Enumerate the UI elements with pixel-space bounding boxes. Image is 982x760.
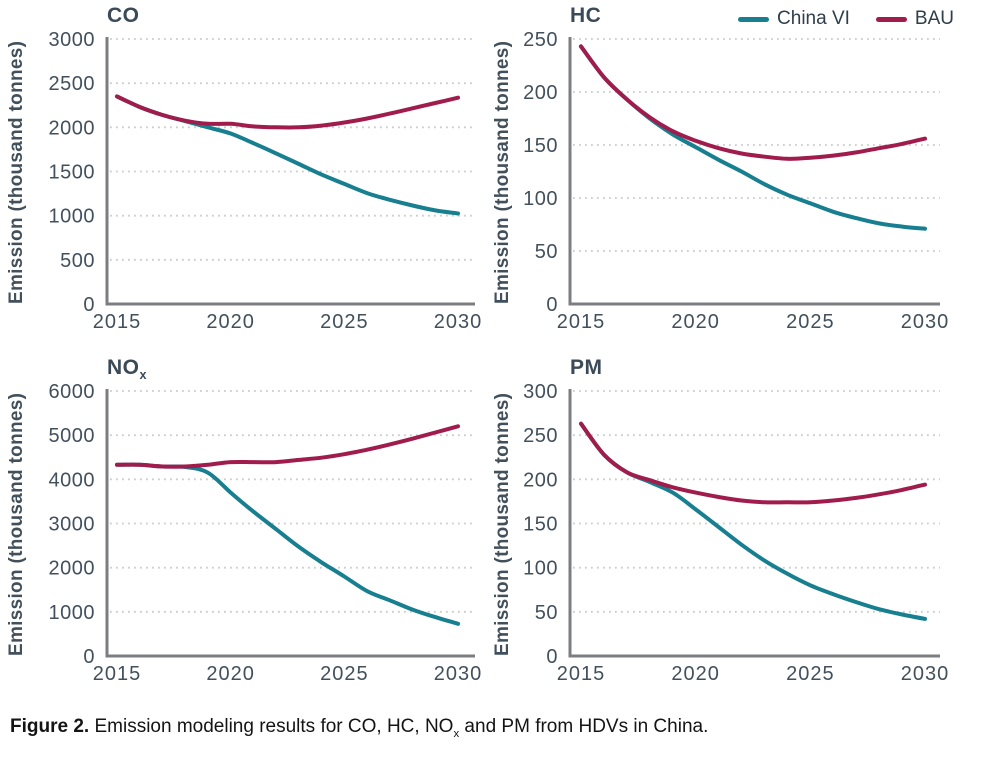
chart-legend: China VI BAU (738, 8, 954, 30)
y-tick-label: 0 (83, 646, 95, 668)
x-tick-label: 2020 (206, 663, 255, 685)
y-tick-label: 500 (60, 250, 95, 272)
series-line-china-vi (579, 44, 927, 231)
y-tick-label: 3000 (49, 29, 96, 51)
series-line-china-vi (115, 94, 460, 216)
y-tick-label: 5000 (49, 425, 96, 447)
chart-grid: Emission (thousand tonnes) CO 0 500 1000 15… (0, 0, 982, 704)
chart-title-nox: NOx (107, 356, 148, 383)
y-tick-label: 4000 (49, 469, 96, 491)
y-tick-label: 0 (83, 294, 95, 316)
chart-title-hc: HC (570, 4, 602, 27)
series-line-bau (115, 424, 460, 469)
y-tick-label: 150 (523, 514, 558, 536)
caption-text-end: and PM from HDVs in China. (459, 716, 709, 737)
y-axis-title: Emission (thousand tonnes) (492, 392, 513, 656)
caption-label: Figure 2. (10, 716, 90, 737)
y-tick-label: 0 (546, 646, 558, 668)
y-tick-label: 50 (535, 241, 558, 263)
y-axis-title: Emission (thousand tonnes) (6, 392, 27, 656)
chart-hc: Emission (thousand tonnes) HC 0 50 100 150 2… (491, 0, 982, 352)
plot-hc: 0 50 100 150 200 250 2015 2020 2025 2030 (523, 29, 950, 333)
series-line-bau (579, 44, 927, 161)
y-axis-title: Emission (thousand tonnes) (6, 40, 27, 304)
y-tick-label: 2500 (49, 73, 96, 95)
y-tick-label: 50 (535, 602, 558, 624)
legend-item: BAU (875, 8, 954, 30)
figure-caption: Figure 2. Emission modeling results for … (0, 704, 982, 740)
x-tick-label: 2030 (901, 663, 950, 685)
y-tick-label: 250 (523, 29, 558, 51)
chart-title-co: CO (107, 4, 140, 27)
x-tick-label: 2025 (320, 311, 369, 333)
chart-nox: Emission (thousand tonnes) NOx 0 1000 2000… (0, 352, 491, 704)
y-tick-label: 200 (523, 82, 558, 104)
series-line-bau (115, 94, 460, 130)
y-tick-label: 250 (523, 425, 558, 447)
y-tick-label: 300 (523, 381, 558, 403)
plot-pm: 0 50 100 150 200 250 300 2015 2020 2025 2030 (523, 381, 950, 685)
legend-item: China VI (738, 8, 850, 30)
y-tick-label: 100 (523, 188, 558, 210)
y-tick-label: 150 (523, 135, 558, 157)
series-line-bau (579, 421, 927, 505)
chart-title-pm: PM (570, 356, 603, 379)
y-tick-label: 1000 (49, 206, 96, 228)
x-tick-label: 2015 (93, 663, 142, 685)
x-tick-label: 2015 (557, 663, 606, 685)
x-tick-label: 2025 (786, 311, 835, 333)
x-tick-label: 2025 (320, 663, 369, 685)
chart-co: Emission (thousand tonnes) CO 0 500 1000 15… (0, 0, 491, 352)
legend-line-swatch (738, 16, 770, 22)
plot-nox: 0 1000 2000 3000 4000 5000 6000 2015 2020 2025 203… (49, 381, 483, 685)
legend-line-swatch (875, 16, 907, 22)
x-tick-label: 2030 (901, 311, 950, 333)
y-tick-label: 2000 (49, 117, 96, 139)
y-tick-label: 0 (546, 294, 558, 316)
y-tick-label: 200 (523, 469, 558, 491)
x-tick-label: 2015 (557, 311, 606, 333)
y-tick-label: 1500 (49, 162, 96, 184)
y-tick-label: 2000 (49, 558, 96, 580)
x-tick-label: 2015 (93, 311, 142, 333)
y-tick-label: 100 (523, 558, 558, 580)
y-tick-label: 1000 (49, 602, 96, 624)
legend-label: China VI (777, 8, 850, 29)
series-line-china-vi (579, 421, 927, 621)
y-tick-label: 3000 (49, 514, 96, 536)
legend-label: BAU (914, 8, 954, 29)
x-tick-label: 2030 (434, 663, 483, 685)
chart-pm: Emission (thousand tonnes) PM 0 50 100 150 2… (491, 352, 982, 704)
plot-co: 0 500 1000 1500 2000 2500 3000 2015 2020 2025 2030 (49, 29, 483, 333)
series-line-china-vi (115, 462, 460, 626)
y-axis-title: Emission (thousand tonnes) (492, 40, 513, 304)
x-tick-label: 2020 (671, 663, 720, 685)
caption-subscript: x (453, 727, 460, 740)
y-tick-label: 6000 (49, 381, 96, 403)
x-tick-label: 2020 (671, 311, 720, 333)
x-tick-label: 2025 (786, 663, 835, 685)
x-tick-label: 2030 (434, 311, 483, 333)
caption-text: Emission modeling results for CO, HC, NO (89, 716, 454, 737)
x-tick-label: 2020 (206, 311, 255, 333)
